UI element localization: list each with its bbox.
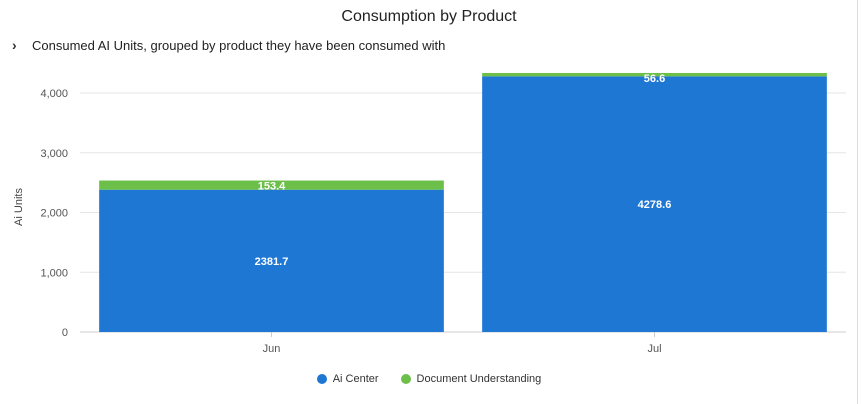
chart-legend: Ai Center Document Understanding bbox=[0, 373, 858, 385]
y-tick-label: 1,000 bbox=[40, 267, 68, 279]
y-tick-label: 0 bbox=[62, 327, 68, 339]
y-axis-label: Ai Units bbox=[13, 188, 25, 226]
chevron-right-icon[interactable]: › bbox=[12, 37, 17, 53]
data-label: 2381.7 bbox=[255, 256, 289, 268]
data-label: 4278.6 bbox=[638, 199, 672, 211]
legend-marker-ai-center bbox=[316, 374, 327, 384]
data-label: 56.6 bbox=[644, 73, 665, 85]
bar-document-understanding-jun bbox=[99, 180, 444, 190]
chart-subtitle-row[interactable]: › Consumed AI Units, grouped by product … bbox=[12, 37, 445, 53]
legend-label-ai-center: Ai Center bbox=[332, 373, 379, 385]
bar-ai-center-jun bbox=[99, 189, 444, 332]
bar-document-understanding-jul bbox=[482, 72, 827, 77]
data-label: 153.4 bbox=[258, 181, 286, 193]
y-tick-label: 3,000 bbox=[40, 148, 68, 160]
bar-ai-center-jul bbox=[482, 76, 827, 332]
panel-border bbox=[857, 0, 858, 404]
y-tick-label: 4,000 bbox=[40, 88, 68, 100]
legend-item-ai-center[interactable]: Ai Center bbox=[316, 373, 379, 385]
stacked-bar-chart: 0 1,000 2,000 3,000 4,000 Ai Units 2381.7 153.4… bbox=[13, 72, 846, 355]
chart-subtitle: Consumed AI Units, grouped by product th… bbox=[32, 37, 446, 53]
legend-item-document-understanding[interactable]: Document Understanding bbox=[400, 373, 542, 385]
chart-title: Consumption by Product bbox=[341, 8, 517, 25]
x-tick-label: Jun bbox=[263, 343, 281, 355]
legend-marker-document-understanding bbox=[400, 374, 411, 384]
legend-label-document-understanding: Document Understanding bbox=[416, 373, 542, 385]
y-tick-label: 2,000 bbox=[40, 208, 68, 220]
x-tick-label: Jul bbox=[647, 343, 661, 355]
